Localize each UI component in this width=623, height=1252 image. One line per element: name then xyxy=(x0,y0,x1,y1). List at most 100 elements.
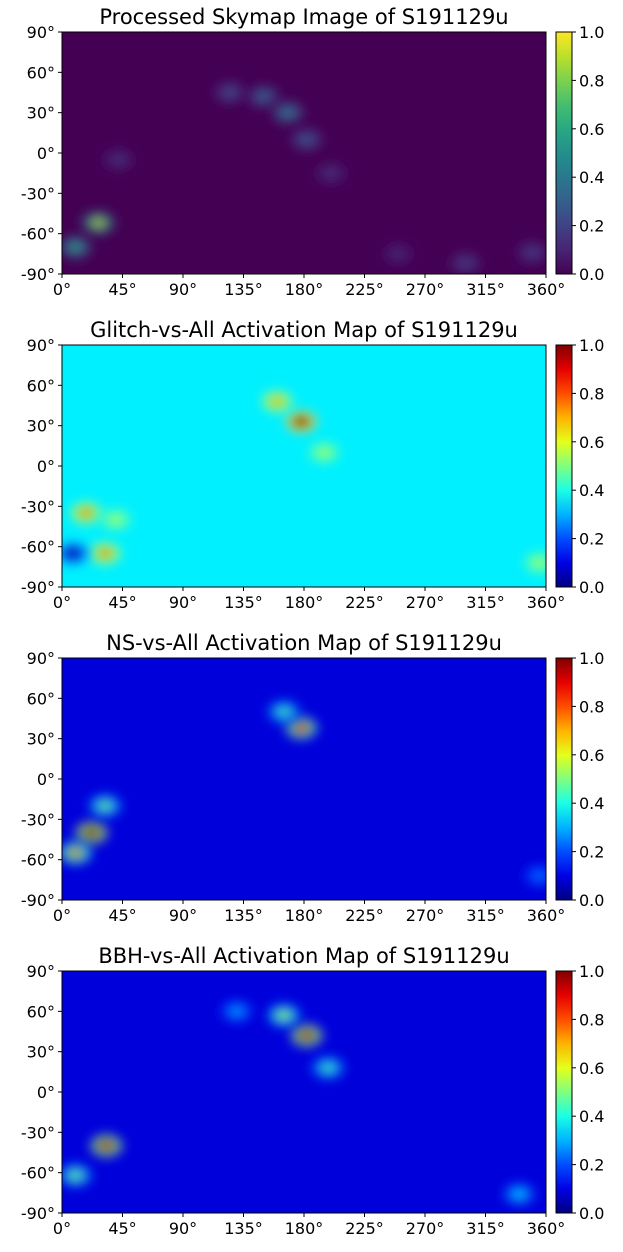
y-tick-label: 60° xyxy=(27,376,55,395)
x-tick-label: 0° xyxy=(53,1219,71,1238)
heatmap-hotspot xyxy=(62,836,98,869)
heatmap-hotspot xyxy=(214,995,259,1028)
x-tick-label: 45° xyxy=(108,1219,136,1238)
heatmap-area xyxy=(62,971,546,1213)
x-tick-label: 360° xyxy=(527,906,566,925)
x-tick-label: 90° xyxy=(169,280,197,299)
y-tick-label: 90° xyxy=(27,962,55,981)
colorbar-tick-label: 0.4 xyxy=(579,794,604,813)
x-tick-label: 270° xyxy=(406,1219,445,1238)
colorbar-tick-label: 0.0 xyxy=(579,1204,604,1223)
heatmap-hotspot xyxy=(517,859,546,892)
y-tick-label: -30° xyxy=(21,184,55,203)
heatmap-hotspot xyxy=(306,1051,351,1084)
x-tick-label: 135° xyxy=(224,280,263,299)
x-tick-label: 180° xyxy=(285,906,324,925)
panel-bbh: BBH-vs-All Activation Map of S191129u 0° 4… xyxy=(0,939,623,1252)
heatmap-hotspot xyxy=(497,1178,542,1211)
colorbar-tick-label: 0.8 xyxy=(579,384,604,403)
heatmap-hotspot xyxy=(93,503,138,536)
panel-ns: NS-vs-All Activation Map of S191129u 0° 45… xyxy=(0,626,623,939)
colorbar-tick-label: 0.8 xyxy=(579,1010,604,1029)
colorbar-tick-label: 0.6 xyxy=(579,120,604,139)
colorbar-tick-label: 0.0 xyxy=(579,578,604,597)
x-tick-label: 315° xyxy=(466,593,505,612)
panel-skymap: Processed Skymap Image of S191129u 0° 45° 9… xyxy=(0,0,623,313)
panel-glitch: Glitch-vs-All Activation Map of S191129u… xyxy=(0,313,623,626)
heatmap-hotspot xyxy=(83,537,128,570)
y-tick-label: -90° xyxy=(21,578,55,597)
x-tick-label: 315° xyxy=(466,906,505,925)
colorbar-tick-label: 0.6 xyxy=(579,746,604,765)
y-tick-label: 90° xyxy=(27,23,55,42)
colorbar-tick-label: 0.2 xyxy=(579,1156,604,1175)
heatmap-hotspot xyxy=(443,247,488,274)
colorbar xyxy=(555,970,573,1214)
heatmap-hotspot xyxy=(265,96,310,129)
colorbar-tick-label: 0.8 xyxy=(579,697,604,716)
x-tick-label: 135° xyxy=(224,906,263,925)
y-tick-label: 90° xyxy=(27,649,55,668)
y-tick-label: -60° xyxy=(21,1164,55,1183)
x-tick-label: 315° xyxy=(466,280,505,299)
y-tick-label: -30° xyxy=(21,810,55,829)
x-tick-label: 225° xyxy=(345,593,384,612)
heatmap-hotspot xyxy=(208,76,253,109)
x-tick-label: 0° xyxy=(53,906,71,925)
y-tick-label: -60° xyxy=(21,538,55,557)
x-tick-label: 90° xyxy=(169,593,197,612)
x-tick-label: 45° xyxy=(108,906,136,925)
y-tick-label: 60° xyxy=(27,689,55,708)
y-tick-label: -90° xyxy=(21,891,55,910)
heatmap-hotspot xyxy=(261,999,306,1032)
colorbar-tick-label: 0.8 xyxy=(579,71,604,90)
x-tick-label: 225° xyxy=(345,1219,384,1238)
colorbar-tick-label: 0.4 xyxy=(579,481,604,500)
heatmap-hotspot xyxy=(84,1129,129,1162)
x-tick-label: 135° xyxy=(224,593,263,612)
y-tick-label: 0° xyxy=(37,1083,55,1102)
colorbar-tick-label: 0.6 xyxy=(579,1059,604,1078)
heatmap-hotspot xyxy=(62,231,98,264)
heatmap-hotspot xyxy=(261,695,306,728)
x-tick-label: 180° xyxy=(285,280,324,299)
x-tick-label: 225° xyxy=(345,280,384,299)
y-tick-label: 0° xyxy=(37,770,55,789)
colorbar-tick-label: 0.2 xyxy=(579,530,604,549)
y-tick-label: -60° xyxy=(21,225,55,244)
colorbar xyxy=(555,31,573,275)
chart-title: BBH-vs-All Activation Map of S191129u xyxy=(98,944,509,968)
x-tick-label: 45° xyxy=(108,593,136,612)
colorbar-tick-label: 0.2 xyxy=(579,843,604,862)
heatmap-hotspot xyxy=(510,236,546,269)
heatmap-hotspot xyxy=(62,537,95,570)
chart-svg-2: NS-vs-All Activation Map of S191129u 0° 45… xyxy=(21,631,605,925)
x-tick-label: 225° xyxy=(345,906,384,925)
colorbar-tick-label: 0.4 xyxy=(579,168,604,187)
y-tick-label: -90° xyxy=(21,265,55,284)
heatmap-hotspot xyxy=(376,237,421,270)
y-tick-label: 30° xyxy=(27,417,55,436)
heatmap-hotspot xyxy=(517,546,546,579)
colorbar-tick-label: 1.0 xyxy=(579,336,604,355)
y-tick-label: 30° xyxy=(27,730,55,749)
x-tick-label: 360° xyxy=(527,593,566,612)
colorbar-tick-label: 0.2 xyxy=(579,217,604,236)
chart-svg-1: Glitch-vs-All Activation Map of S191129u… xyxy=(21,318,605,612)
chart-svg-3: BBH-vs-All Activation Map of S191129u 0° 4… xyxy=(21,944,605,1238)
heatmap-hotspot xyxy=(255,385,300,418)
heatmap-background xyxy=(62,345,546,587)
colorbar-tick-label: 1.0 xyxy=(579,649,604,668)
y-tick-label: 0° xyxy=(37,457,55,476)
heatmap-background xyxy=(62,971,546,1213)
x-tick-label: 90° xyxy=(169,906,197,925)
colorbar-tick-label: 0.4 xyxy=(579,1107,604,1126)
colorbar xyxy=(555,344,573,588)
colorbar-tick-label: 0.6 xyxy=(579,433,604,452)
y-tick-label: 30° xyxy=(27,104,55,123)
x-tick-label: 270° xyxy=(406,593,445,612)
x-tick-label: 180° xyxy=(285,593,324,612)
x-tick-label: 180° xyxy=(285,1219,324,1238)
heatmap-hotspot xyxy=(96,143,141,176)
colorbar-tick-label: 1.0 xyxy=(579,23,604,42)
